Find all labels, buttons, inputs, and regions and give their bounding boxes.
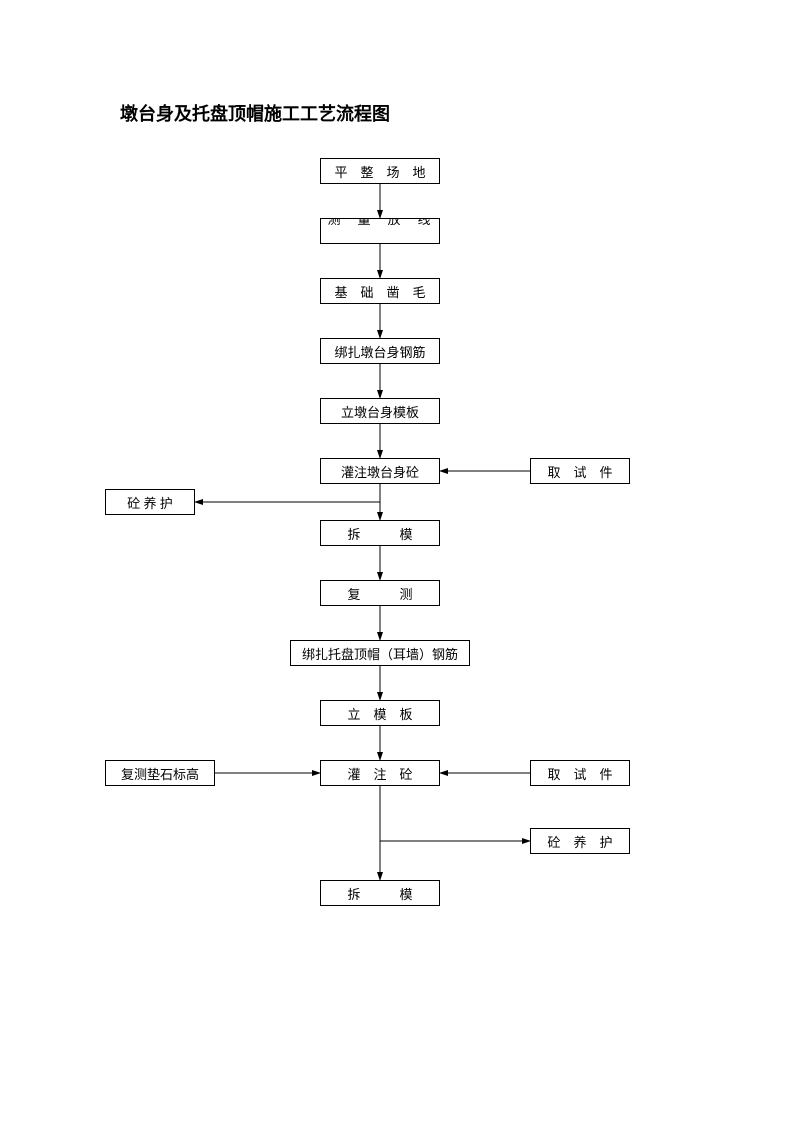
flowchart-node: 砼 养 护 [530, 828, 630, 854]
flowchart-node: 测 量 放 线 [320, 218, 440, 244]
flowchart-node: 平 整 场 地 [320, 158, 440, 184]
flowchart-node: 拆 模 [320, 880, 440, 906]
flowchart-node: 灌 注 砼 [320, 760, 440, 786]
page-title: 墩台身及托盘顶帽施工工艺流程图 [120, 100, 390, 126]
flowchart-node: 砼 养 护 [105, 489, 195, 515]
flowchart-node: 立墩台身模板 [320, 398, 440, 424]
flowchart-node: 复测垫石标高 [105, 760, 215, 786]
flowchart-node: 取 试 件 [530, 458, 630, 484]
flowchart-node: 基 础 凿 毛 [320, 278, 440, 304]
flowchart-node: 拆 模 [320, 520, 440, 546]
flowchart-node: 绑扎墩台身钢筋 [320, 338, 440, 364]
flowchart-node: 绑扎托盘顶帽（耳墙）钢筋 [290, 640, 470, 666]
flowchart-node: 复 测 [320, 580, 440, 606]
flowchart-node: 立 模 板 [320, 700, 440, 726]
flowchart-node: 灌注墩台身砼 [320, 458, 440, 484]
flowchart-node: 取 试 件 [530, 760, 630, 786]
